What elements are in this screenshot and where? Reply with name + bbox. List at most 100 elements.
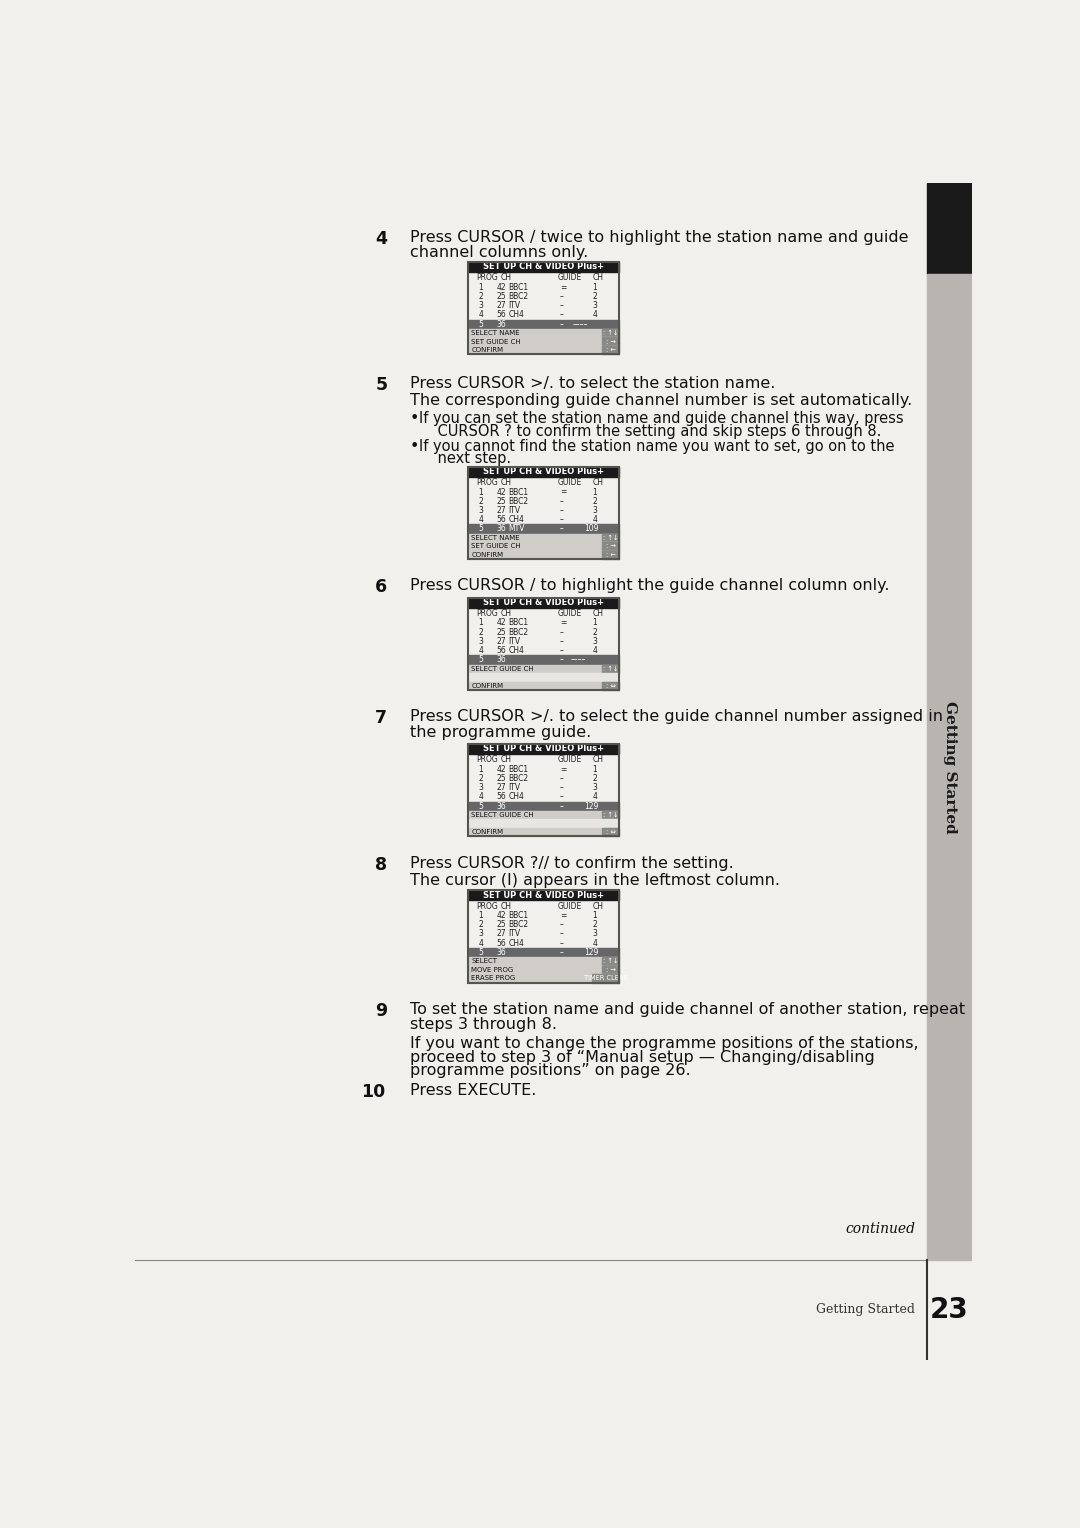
- Bar: [469, 261, 619, 272]
- Bar: [469, 345, 619, 354]
- Text: proceed to step 3 of “Manual setup — Changing/disabling: proceed to step 3 of “Manual setup — Cha…: [410, 1050, 875, 1065]
- Text: GUIDE: GUIDE: [557, 902, 582, 911]
- Text: TIMER CLEAR: TIMER CLEAR: [584, 975, 627, 981]
- Bar: [469, 466, 619, 477]
- Text: 56: 56: [496, 310, 505, 319]
- Text: : ⇔: : ⇔: [606, 830, 616, 836]
- Text: 2: 2: [592, 775, 597, 782]
- Text: 56: 56: [496, 515, 505, 524]
- Text: the programme guide.: the programme guide.: [410, 724, 592, 740]
- Text: CH: CH: [592, 755, 604, 764]
- Bar: [603, 828, 619, 836]
- Text: 27: 27: [496, 506, 505, 515]
- Text: CH: CH: [501, 755, 512, 764]
- Text: 1: 1: [478, 487, 483, 497]
- Bar: [469, 329, 619, 338]
- Text: Press CURSOR >/. to select the guide channel number assigned in: Press CURSOR >/. to select the guide cha…: [410, 709, 943, 724]
- Text: 25: 25: [496, 920, 505, 929]
- Text: CH4: CH4: [509, 793, 525, 801]
- Text: : ↑↓: : ↑↓: [603, 666, 619, 672]
- Bar: [469, 828, 619, 836]
- Text: 2: 2: [478, 775, 483, 782]
- Text: 2: 2: [592, 628, 597, 637]
- Text: –: –: [559, 646, 564, 656]
- Text: 5: 5: [478, 524, 483, 533]
- Text: 2: 2: [478, 628, 483, 637]
- Text: 3: 3: [592, 929, 597, 938]
- Text: BBC1: BBC1: [509, 764, 529, 773]
- Bar: [603, 345, 619, 354]
- Text: 4: 4: [478, 938, 483, 947]
- Text: 4: 4: [592, 646, 597, 656]
- Text: PROG: PROG: [476, 902, 498, 911]
- Text: Press CURSOR ?// to confirm the setting.: Press CURSOR ?// to confirm the setting.: [410, 856, 734, 871]
- Text: If you want to change the programme positions of the stations,: If you want to change the programme posi…: [410, 1036, 919, 1051]
- Text: 42: 42: [496, 487, 505, 497]
- Bar: [603, 665, 619, 672]
- Bar: [592, 975, 619, 983]
- Text: CH: CH: [501, 478, 512, 487]
- Bar: [469, 319, 619, 329]
- Text: 109: 109: [584, 524, 599, 533]
- Text: 4: 4: [478, 515, 483, 524]
- Bar: [469, 665, 619, 672]
- Text: CONFIRM: CONFIRM: [471, 552, 503, 558]
- Text: 5: 5: [478, 802, 483, 811]
- Text: If you can set the station name and guide channel this way, press: If you can set the station name and guid…: [419, 411, 904, 426]
- Text: If you cannot find the station name you want to set, go on to the: If you cannot find the station name you …: [419, 439, 895, 454]
- Text: 4: 4: [478, 646, 483, 656]
- Text: SELECT NAME: SELECT NAME: [471, 330, 519, 336]
- Bar: [469, 681, 619, 691]
- Text: 1: 1: [478, 619, 483, 628]
- Text: 4: 4: [478, 793, 483, 801]
- Bar: [469, 819, 619, 828]
- Text: CH: CH: [501, 610, 512, 619]
- Text: 6: 6: [375, 579, 388, 596]
- Text: : ↑↓: : ↑↓: [603, 958, 619, 964]
- Text: BBC2: BBC2: [509, 292, 529, 301]
- Bar: [469, 744, 619, 836]
- Text: 1: 1: [592, 911, 597, 920]
- Bar: [603, 542, 619, 550]
- Text: –: –: [559, 784, 564, 792]
- Bar: [603, 811, 619, 819]
- Text: GUIDE: GUIDE: [557, 610, 582, 619]
- Text: –: –: [559, 292, 564, 301]
- Text: –: –: [559, 793, 564, 801]
- Text: 27: 27: [496, 929, 505, 938]
- Text: PROG: PROG: [476, 610, 498, 619]
- Text: 3: 3: [478, 301, 483, 310]
- Text: 5: 5: [375, 376, 388, 394]
- Text: 10: 10: [362, 1083, 386, 1100]
- Text: 2: 2: [592, 920, 597, 929]
- Text: CH4: CH4: [509, 938, 525, 947]
- Bar: [603, 550, 619, 559]
- Text: 1: 1: [592, 487, 597, 497]
- Text: =: =: [559, 911, 566, 920]
- Text: GUIDE: GUIDE: [557, 755, 582, 764]
- Text: Getting Started: Getting Started: [816, 1303, 916, 1316]
- Bar: [469, 597, 619, 608]
- Bar: [469, 966, 619, 975]
- Text: continued: continued: [846, 1222, 916, 1236]
- Bar: [469, 466, 619, 559]
- Text: SET UP CH & VIDEO Plus+: SET UP CH & VIDEO Plus+: [483, 263, 605, 272]
- Text: Press EXECUTE.: Press EXECUTE.: [410, 1083, 537, 1097]
- Text: MOVE PROG: MOVE PROG: [471, 967, 514, 973]
- Text: –: –: [559, 524, 564, 533]
- Bar: [603, 338, 619, 345]
- Text: 4: 4: [592, 793, 597, 801]
- Text: : →: : →: [606, 967, 616, 973]
- Text: 3: 3: [478, 929, 483, 938]
- Text: BBC2: BBC2: [509, 497, 529, 506]
- Text: –: –: [559, 310, 564, 319]
- Bar: [469, 802, 619, 811]
- Text: –: –: [559, 920, 564, 929]
- Text: CH: CH: [592, 274, 604, 283]
- Text: 3: 3: [592, 637, 597, 646]
- Text: 27: 27: [496, 784, 505, 792]
- Text: BBC2: BBC2: [509, 920, 529, 929]
- Text: SET UP CH & VIDEO Plus+: SET UP CH & VIDEO Plus+: [483, 468, 605, 477]
- Text: CH4: CH4: [509, 515, 525, 524]
- Text: ITV: ITV: [509, 784, 521, 792]
